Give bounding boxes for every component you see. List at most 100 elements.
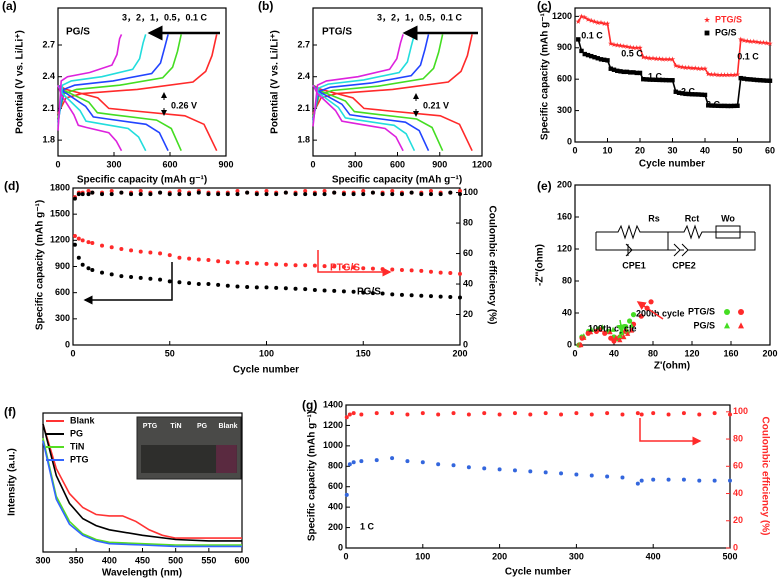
x-tick-label: 200 bbox=[492, 551, 507, 561]
marker bbox=[715, 103, 721, 108]
marker bbox=[196, 281, 201, 286]
marker bbox=[660, 77, 665, 83]
y-axis-label: Specific capacity (mAh g⁻¹) bbox=[307, 411, 318, 541]
marker bbox=[370, 266, 375, 271]
arrow bbox=[616, 319, 626, 334]
x-tick-label: 600 bbox=[162, 159, 177, 169]
marker bbox=[359, 412, 364, 417]
marker bbox=[581, 334, 587, 340]
marker bbox=[420, 411, 425, 416]
marker bbox=[322, 189, 327, 194]
marker bbox=[438, 270, 443, 275]
series-line bbox=[57, 34, 218, 115]
marker bbox=[206, 281, 211, 286]
marker bbox=[109, 192, 114, 197]
marker bbox=[283, 190, 288, 195]
marker bbox=[80, 192, 85, 197]
y2-axis-label: Coulombic efficiency (%) bbox=[759, 417, 770, 536]
marker bbox=[390, 267, 395, 272]
marker bbox=[390, 189, 395, 194]
marker bbox=[608, 66, 613, 71]
marker bbox=[744, 38, 750, 44]
marker bbox=[264, 192, 269, 197]
marker bbox=[351, 265, 356, 270]
marker bbox=[72, 233, 77, 238]
marker bbox=[370, 291, 375, 296]
marker bbox=[689, 92, 695, 97]
marker bbox=[543, 411, 548, 416]
marker bbox=[100, 192, 105, 197]
marker bbox=[438, 294, 443, 299]
marker bbox=[624, 43, 630, 49]
marker bbox=[741, 76, 747, 81]
marker bbox=[148, 276, 153, 281]
marker bbox=[80, 238, 85, 243]
annotation: 0.1 C bbox=[737, 51, 759, 61]
series-line bbox=[42, 440, 242, 548]
marker bbox=[715, 72, 721, 78]
marker bbox=[293, 263, 298, 268]
marker bbox=[621, 333, 627, 340]
marker bbox=[119, 190, 124, 195]
inset-label: PTG bbox=[143, 423, 158, 430]
marker bbox=[448, 271, 453, 276]
x-tick-label: 150 bbox=[356, 348, 371, 358]
marker bbox=[167, 279, 172, 284]
y-tick-label: 1800 bbox=[50, 182, 70, 192]
marker bbox=[591, 18, 598, 24]
marker bbox=[119, 247, 124, 252]
marker bbox=[283, 262, 288, 267]
series-line bbox=[42, 423, 242, 539]
y-tick-label: 2.4 bbox=[42, 71, 55, 81]
marker bbox=[351, 192, 356, 197]
marker bbox=[374, 411, 379, 416]
marker bbox=[167, 253, 172, 258]
marker bbox=[621, 69, 626, 75]
marker bbox=[574, 472, 579, 477]
plot-frame bbox=[57, 7, 227, 157]
marker bbox=[497, 412, 502, 417]
marker bbox=[631, 70, 636, 75]
x-tick-label: 0 bbox=[310, 159, 315, 169]
marker bbox=[676, 90, 682, 95]
marker bbox=[732, 103, 737, 109]
y-tick-label: 1400 bbox=[323, 399, 343, 409]
marker bbox=[607, 329, 613, 335]
x-tick-label: 500 bbox=[168, 555, 183, 565]
marker bbox=[728, 412, 732, 417]
marker bbox=[245, 190, 250, 195]
series-line bbox=[57, 84, 169, 152]
annotation: CPE1 bbox=[622, 260, 646, 270]
marker bbox=[582, 51, 587, 57]
marker bbox=[676, 63, 682, 69]
marker bbox=[760, 39, 767, 45]
marker bbox=[635, 411, 640, 416]
marker bbox=[303, 189, 308, 194]
marker bbox=[380, 267, 385, 272]
x-tick-label: 500 bbox=[722, 551, 737, 561]
marker bbox=[274, 262, 279, 267]
y2-tick-label: 40 bbox=[733, 488, 743, 498]
marker bbox=[595, 19, 601, 25]
marker bbox=[177, 280, 182, 285]
x-tick-label: 160 bbox=[723, 348, 738, 358]
marker bbox=[628, 327, 635, 333]
marker bbox=[399, 192, 404, 197]
annotation: 3，2，1，0.5，0.1 C bbox=[377, 12, 463, 22]
marker bbox=[177, 255, 182, 260]
x-tick-label: 0 bbox=[343, 551, 348, 561]
marker bbox=[76, 192, 81, 197]
legend-marker bbox=[724, 322, 730, 329]
y-axis-label: Potential (V vs. Li/Li⁺) bbox=[270, 30, 281, 134]
marker bbox=[458, 192, 462, 197]
marker bbox=[543, 470, 548, 475]
marker bbox=[245, 284, 250, 289]
y2-tick-label: 60 bbox=[463, 248, 473, 258]
marker bbox=[332, 288, 337, 293]
marker bbox=[693, 92, 698, 97]
marker bbox=[643, 54, 650, 60]
series-line bbox=[42, 423, 242, 542]
inset-label: TiN bbox=[170, 423, 181, 430]
marker bbox=[728, 478, 732, 483]
inset-label: PG bbox=[197, 423, 208, 430]
